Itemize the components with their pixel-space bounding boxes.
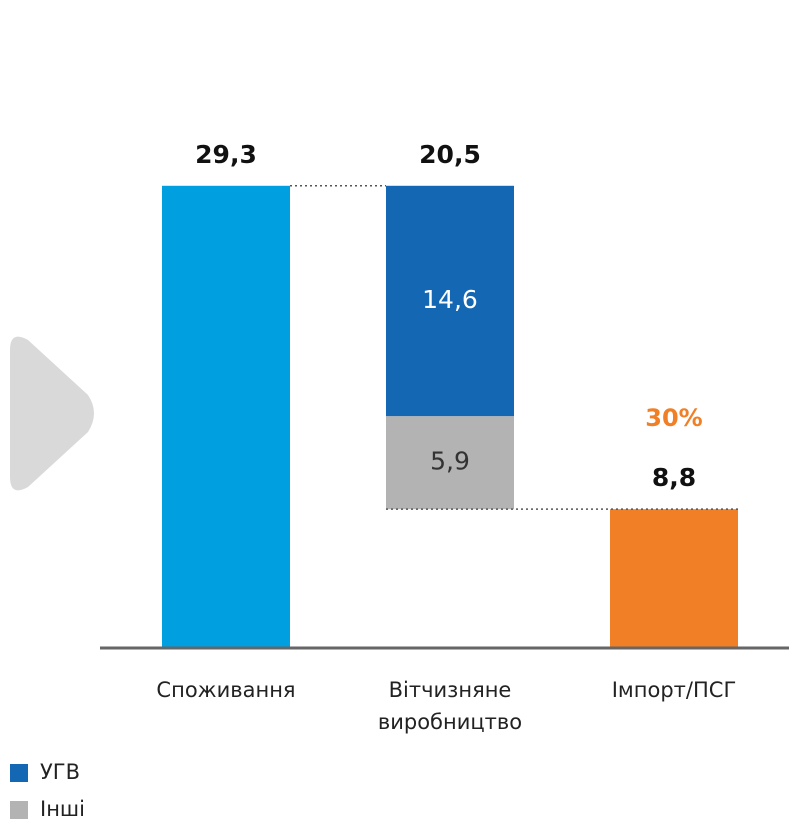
legend-label: Інші [40,797,85,821]
total-label: 8,8 [652,463,696,492]
legend-swatch [10,764,28,782]
legend-label: УГВ [40,760,80,784]
category-label: Вітчизняне виробництво [377,678,523,734]
bar [610,509,738,648]
stack-segment [386,416,514,510]
category-label: Імпорт/ПСГ [611,678,737,702]
decorative-arrow [10,336,94,491]
segment-label: 14,6 [422,285,478,314]
category-label: Споживання [156,678,296,702]
annotation: 30% [645,404,702,432]
total-label: 29,3 [195,140,257,169]
stack-segment [386,185,514,417]
bar [162,185,290,649]
legend-swatch [10,801,28,819]
segment-label: 5,9 [430,447,470,476]
total-label: 20,5 [419,140,481,169]
